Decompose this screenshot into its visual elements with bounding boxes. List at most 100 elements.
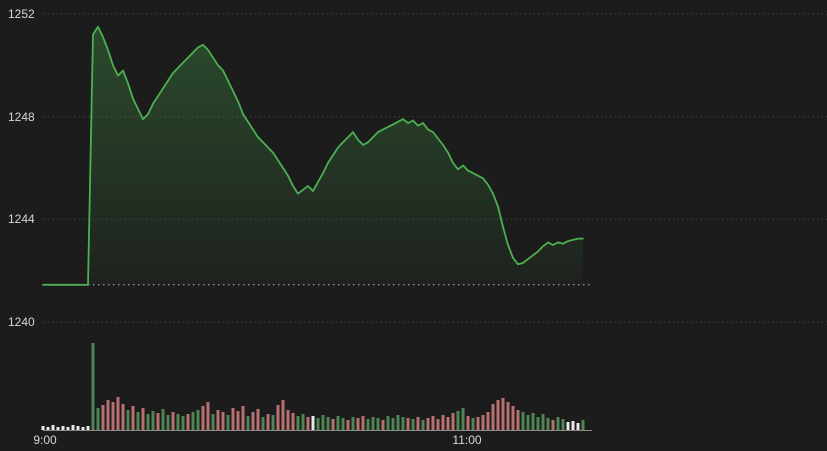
volume-bar	[186, 414, 190, 430]
volume-bar	[381, 420, 385, 430]
y-axis-labels: 1252 1248 1244 1240	[8, 7, 35, 329]
volume-bar	[121, 404, 125, 430]
volume-bar	[166, 415, 170, 430]
volume-bar	[336, 416, 340, 430]
y-axis-label: 1252	[8, 7, 35, 21]
volume-bar	[511, 406, 515, 430]
volume-bar	[461, 408, 465, 430]
volume-bar	[556, 417, 560, 430]
volume-bar	[76, 426, 80, 430]
volume-bar	[211, 414, 215, 430]
volume-bar	[191, 412, 195, 430]
volume-bar	[521, 412, 525, 430]
volume-bar	[481, 415, 485, 430]
volume-bar	[376, 418, 380, 430]
volume-bar	[291, 413, 295, 430]
volume-bar	[491, 404, 495, 430]
volume-bar	[91, 343, 95, 430]
volume-bar	[471, 418, 475, 430]
volume-bar	[536, 417, 540, 430]
volume-bar	[226, 415, 230, 430]
volume-bar	[156, 413, 160, 430]
volume-bar	[116, 397, 120, 430]
volume-bar	[531, 413, 535, 430]
volume-bar	[71, 425, 75, 430]
volume-bar	[231, 408, 235, 430]
volume-bar	[136, 412, 140, 430]
volume-bar	[201, 406, 205, 430]
volume-bar	[251, 412, 255, 430]
volume-bar	[316, 418, 320, 430]
volume-bar	[576, 423, 580, 430]
volume-bar	[541, 414, 545, 430]
volume-bar	[41, 426, 45, 430]
volume-bar	[141, 408, 145, 430]
volume-bar	[181, 416, 185, 430]
volume-bar	[306, 417, 310, 430]
volume-bar	[126, 410, 130, 430]
volume-bar	[351, 417, 355, 430]
volume-bar	[466, 416, 470, 430]
volume-bar	[66, 427, 70, 430]
volume-bar	[281, 400, 285, 430]
volume-bar	[451, 413, 455, 430]
volume-bar	[406, 418, 410, 430]
volume-bar	[106, 400, 110, 430]
volume-bar	[206, 402, 210, 430]
volume-bar	[321, 415, 325, 430]
volume-bars-layer	[41, 343, 585, 430]
price-area-layer	[43, 26, 583, 285]
volume-bar	[46, 427, 50, 430]
volume-bar	[81, 427, 85, 430]
volume-bar	[361, 416, 365, 430]
volume-bar	[171, 412, 175, 430]
volume-bar	[311, 416, 315, 430]
volume-bar	[566, 422, 570, 430]
volume-bar	[246, 416, 250, 430]
volume-bar	[506, 402, 510, 430]
volume-bar	[101, 405, 105, 430]
volume-bar	[391, 418, 395, 430]
volume-bar	[476, 417, 480, 430]
volume-bar	[401, 417, 405, 430]
volume-bar	[441, 415, 445, 430]
volume-bar	[516, 410, 520, 430]
volume-bar	[86, 426, 90, 430]
volume-bar	[346, 420, 350, 430]
price-line	[42, 25, 584, 286]
volume-bar	[496, 400, 500, 430]
volume-bar	[96, 408, 100, 430]
volume-bar	[431, 416, 435, 430]
volume-bar	[421, 420, 425, 430]
price-line-layer	[42, 25, 584, 286]
volume-bar	[196, 410, 200, 430]
volume-bar	[146, 414, 150, 430]
volume-bar	[501, 398, 505, 430]
volume-bar	[526, 415, 530, 430]
volume-bar	[571, 421, 575, 430]
volume-bar	[271, 415, 275, 430]
volume-bar	[111, 402, 115, 430]
volume-bar	[256, 409, 260, 430]
volume-bar	[341, 418, 345, 430]
volume-bar	[241, 406, 245, 430]
volume-bar	[51, 425, 55, 430]
x-axis-labels: 9:00 11:00	[33, 433, 482, 447]
volume-bar	[411, 419, 415, 430]
volume-bar	[286, 410, 290, 430]
volume-bar	[581, 420, 585, 430]
x-axis-label-11am: 11:00	[452, 433, 481, 447]
volume-bar	[151, 411, 155, 430]
volume-bar	[416, 417, 420, 430]
volume-bar	[261, 417, 265, 430]
volume-bar	[56, 427, 60, 430]
volume-bar	[221, 412, 225, 430]
volume-bar	[371, 417, 375, 430]
y-axis-label: 1248	[8, 110, 35, 124]
volume-bar	[61, 426, 65, 430]
volume-bar	[331, 419, 335, 430]
volume-bar	[236, 411, 240, 430]
